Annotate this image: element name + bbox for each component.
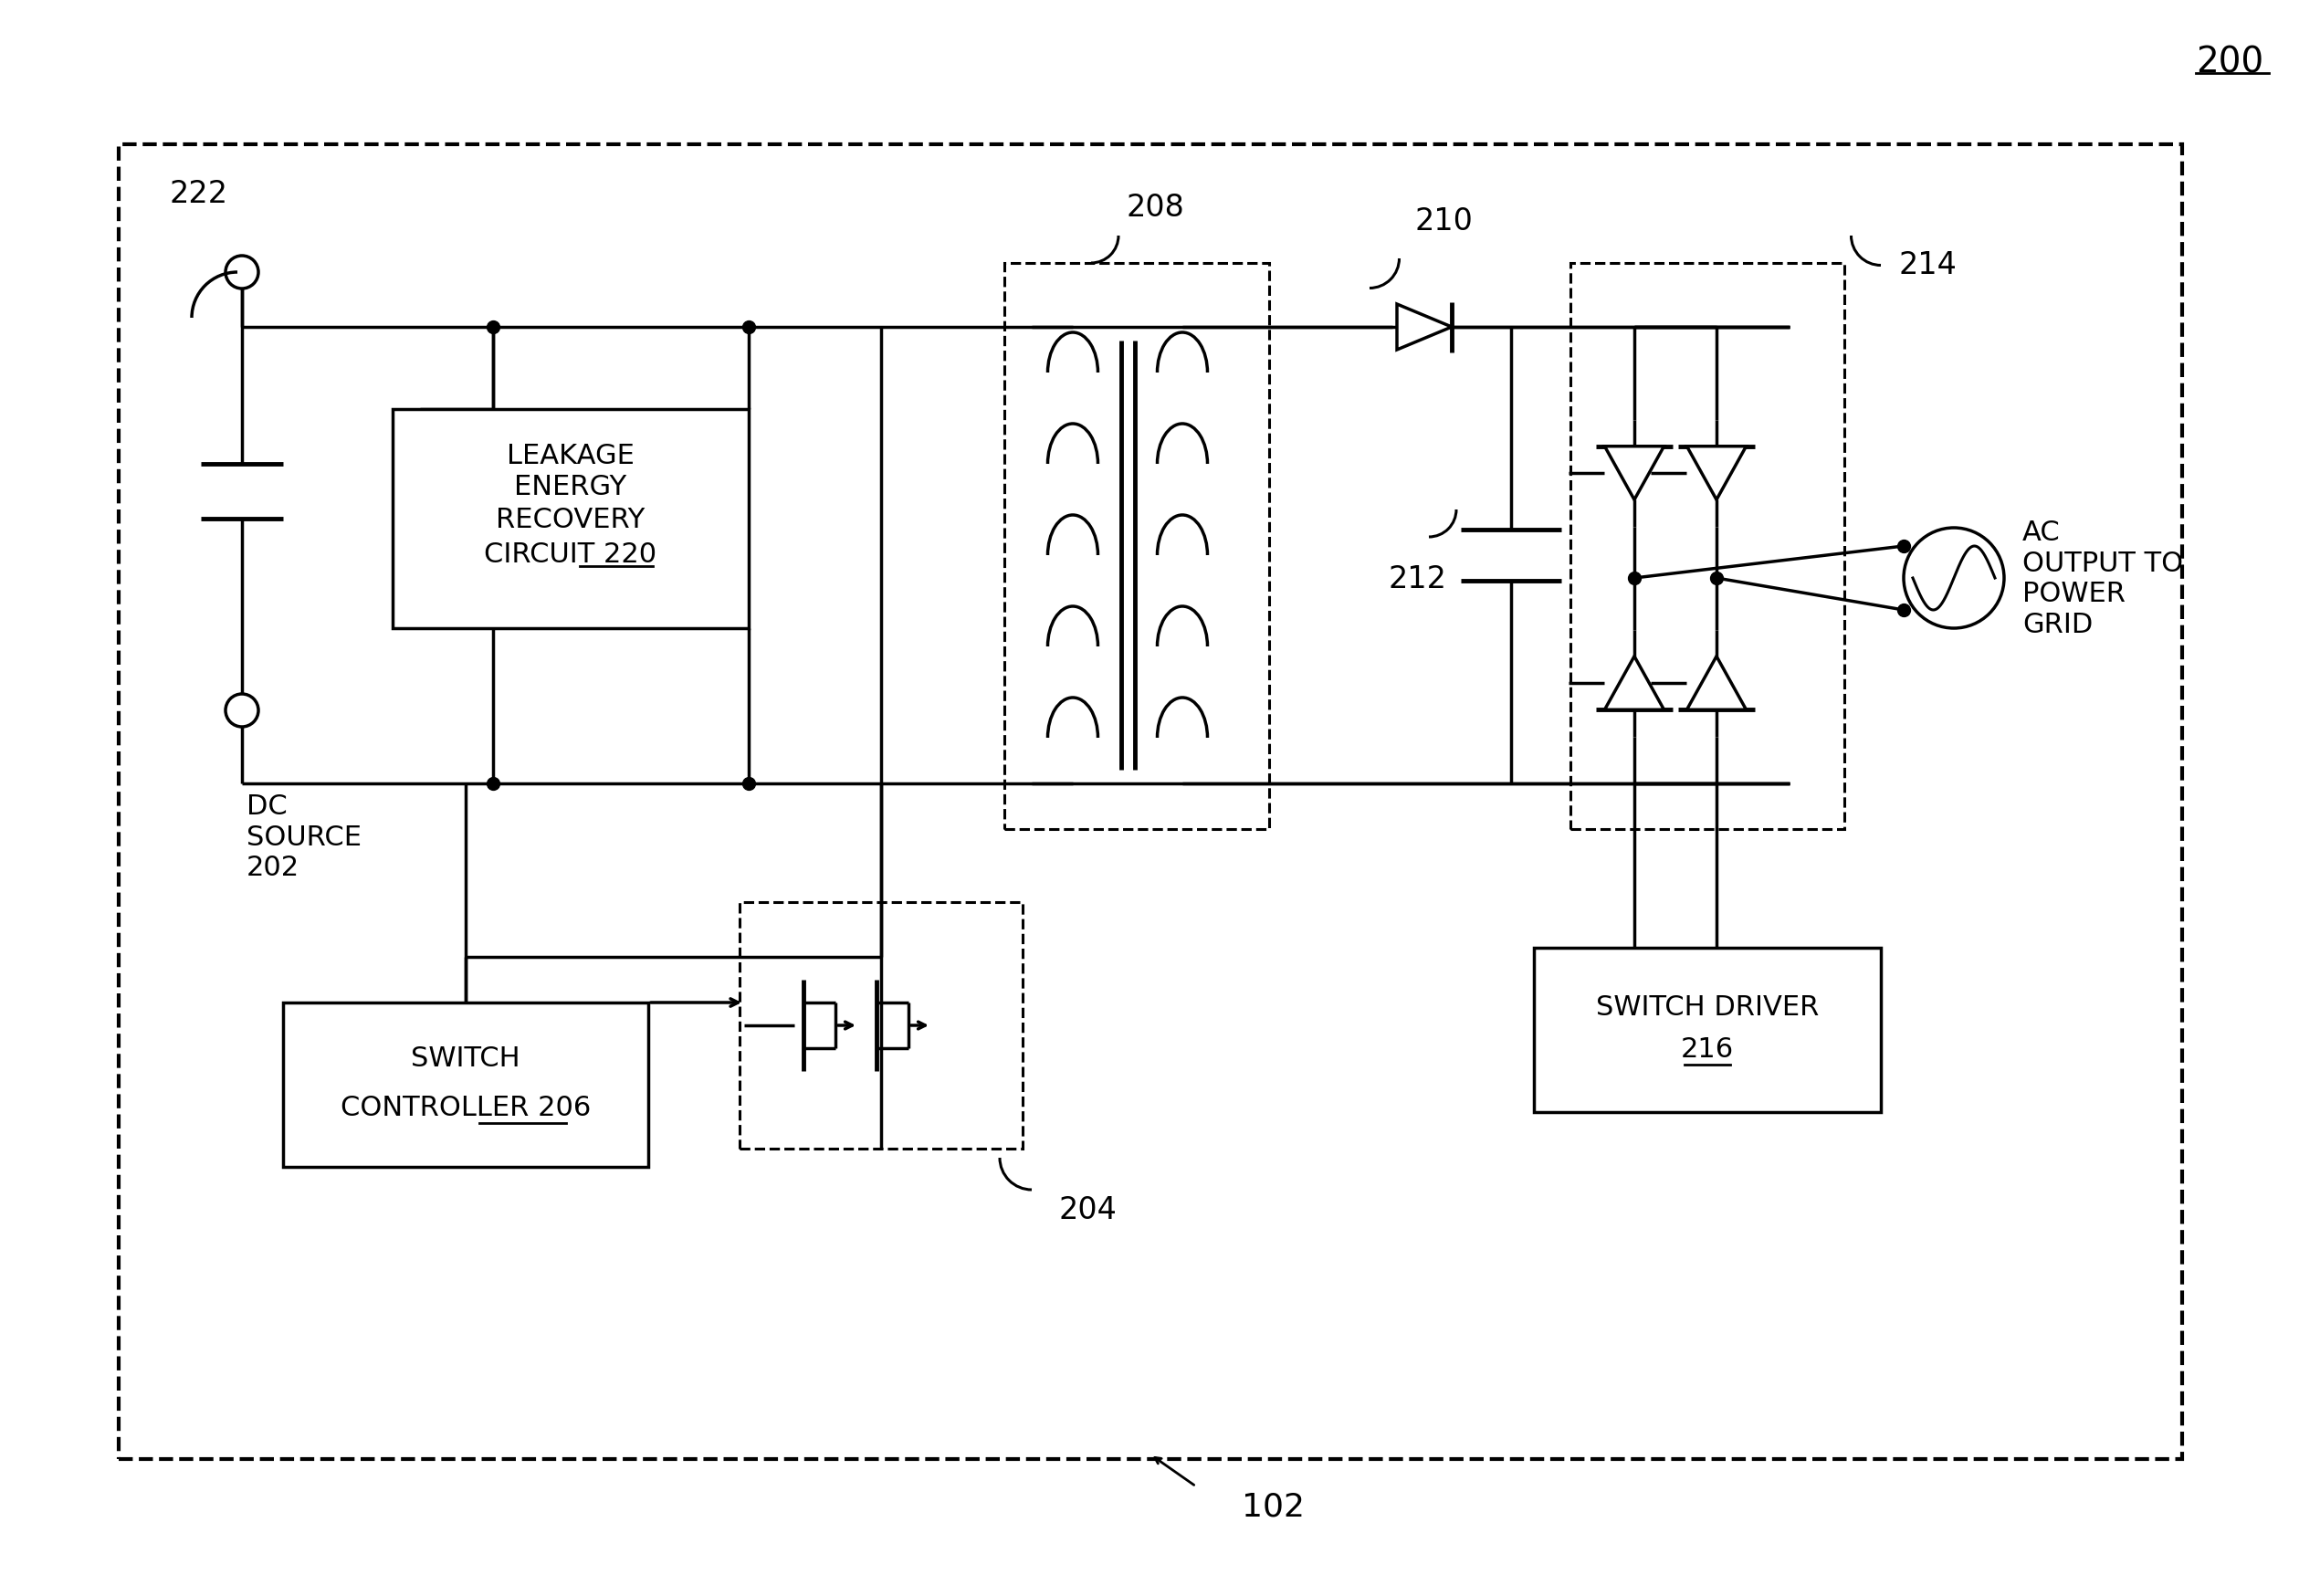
Text: 212: 212 — [1390, 563, 1448, 594]
Bar — [1571, 263, 1844, 830]
Text: 216: 216 — [1680, 1036, 1733, 1061]
Bar — [283, 1002, 647, 1167]
Bar — [118, 145, 2183, 1459]
Bar — [392, 410, 749, 629]
Polygon shape — [1687, 658, 1747, 710]
Text: 222: 222 — [169, 179, 227, 209]
Text: ENERGY: ENERGY — [515, 474, 626, 501]
Polygon shape — [1605, 658, 1663, 710]
Text: SWITCH: SWITCH — [411, 1044, 520, 1071]
Text: RECOVERY: RECOVERY — [496, 506, 645, 533]
Text: CONTROLLER 206: CONTROLLER 206 — [341, 1095, 592, 1120]
Bar — [1005, 263, 1269, 830]
Polygon shape — [1687, 447, 1747, 500]
Text: SWITCH DRIVER: SWITCH DRIVER — [1596, 994, 1819, 1021]
Text: CIRCUIT 220: CIRCUIT 220 — [485, 541, 657, 567]
Text: LEAKAGE: LEAKAGE — [506, 442, 633, 469]
Text: 210: 210 — [1415, 206, 1473, 236]
Text: AC
OUTPUT TO
POWER
GRID: AC OUTPUT TO POWER GRID — [2023, 519, 2183, 638]
Polygon shape — [1605, 447, 1663, 500]
Text: 214: 214 — [1900, 251, 1958, 281]
Bar — [740, 902, 1023, 1149]
Text: 102: 102 — [1241, 1491, 1304, 1523]
Text: 208: 208 — [1125, 193, 1183, 223]
Text: 200: 200 — [2195, 45, 2264, 80]
Text: 204: 204 — [1060, 1194, 1118, 1224]
Bar — [1534, 948, 1882, 1112]
Text: DC
SOURCE
202: DC SOURCE 202 — [246, 793, 362, 881]
Polygon shape — [1397, 305, 1452, 351]
